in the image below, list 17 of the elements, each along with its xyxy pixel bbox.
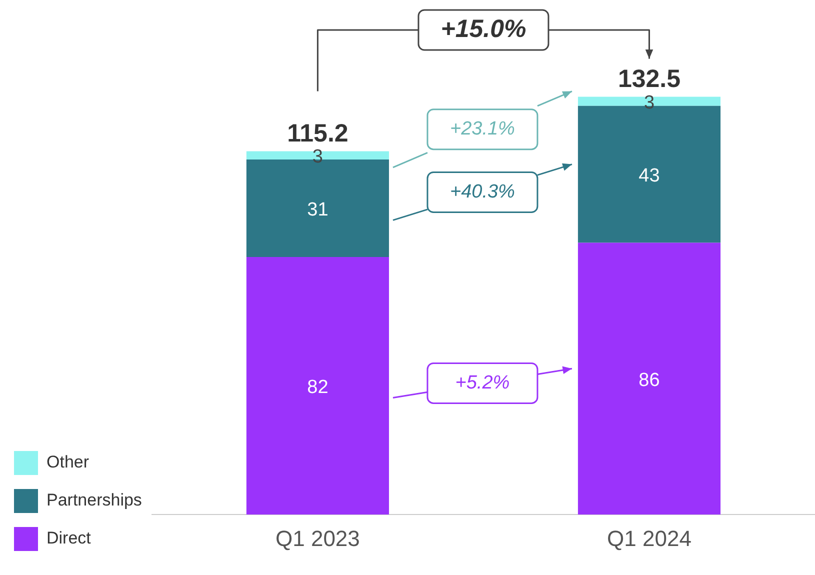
x-tick-label: Q1 2023	[275, 526, 360, 551]
bar	[578, 242, 721, 515]
data-label: 86	[638, 370, 660, 391]
annotation: +40.3%	[450, 182, 516, 203]
annotation: +15.0%	[440, 14, 526, 43]
data-label: 82	[307, 377, 328, 398]
data-label: 31	[307, 199, 328, 220]
legend-label: Partnerships	[46, 490, 142, 510]
legend-label: Direct	[46, 528, 92, 548]
annotation: +23.1%	[450, 118, 516, 140]
total-label: 115.2	[287, 120, 348, 148]
legend-label: Other	[46, 452, 90, 472]
data-label: 43	[638, 166, 660, 187]
total-label: 132.5	[618, 65, 681, 94]
x-tick-label: Q1 2024	[607, 526, 692, 551]
annotation: +5.2%	[455, 372, 510, 394]
bar	[246, 256, 389, 515]
